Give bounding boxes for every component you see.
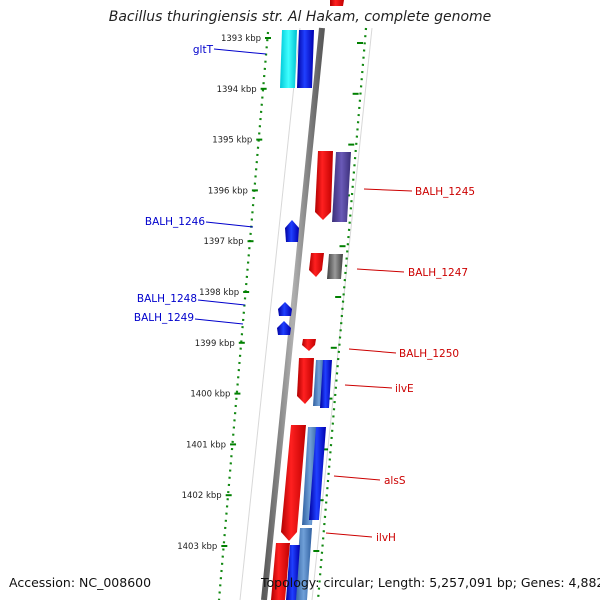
alss-leader [333, 475, 381, 481]
tick-label: 1402 kbp [182, 491, 222, 501]
genome-backbone [261, 27, 325, 600]
gene-alss-arrow [281, 425, 306, 541]
tick-label: 1394 kbp [217, 85, 257, 95]
tick-label: 1401 kbp [186, 440, 226, 450]
gene-alss-partner-steel [302, 427, 318, 525]
gene-balh-1248-arrow [278, 302, 292, 316]
gene-balh-1245-partner [332, 152, 351, 222]
gene-bottom-blue-fragment [286, 545, 300, 600]
gene-balh-1247-arrow [309, 253, 324, 277]
tick-label: 1400 kbp [190, 390, 230, 400]
ilve-leader [344, 384, 393, 389]
ilvh-leader [325, 532, 373, 538]
gene-balh-1247-partner [327, 254, 343, 279]
gltt-leader [213, 48, 267, 55]
tick-label: 1393 kbp [221, 34, 261, 44]
tick-label: 1395 kbp [212, 136, 252, 146]
balh-1245-leader [363, 188, 413, 192]
gene-balh-1245-arrow [315, 151, 333, 220]
genome-summary-label: Topology: circular; Length: 5,257,091 bp… [261, 575, 600, 590]
tick-label: 1399 kbp [195, 339, 235, 349]
map-title: Bacillus thuringiensis str. Al Hakam, co… [108, 9, 492, 25]
tick-label: 1397 kbp [203, 237, 243, 247]
gene-label-ilvh[interactable]: ilvH [376, 532, 396, 544]
gene-gltt-arrow [297, 30, 314, 88]
balh-1247-leader [356, 268, 405, 273]
gene-label-balh-1245[interactable]: BALH_1245 [415, 186, 475, 198]
gene-gltt-cyan-arrow [280, 30, 297, 88]
tick-rail-left [217, 31, 270, 600]
tick-label: 1396 kbp [208, 186, 248, 196]
gene-top-red-fragment [330, 0, 344, 6]
outer-lane-left [239, 27, 301, 600]
gene-balh-1250-arrow [302, 339, 316, 351]
gene-label-balh-1249[interactable]: BALH_1249 [134, 312, 194, 324]
scale-ticks: 1393 kbp 1394 kbp 1395 kbp 1396 kbp 1397 kbp… [177, 34, 363, 552]
gene-label-balh-1250[interactable]: BALH_1250 [399, 348, 459, 360]
gene-ilvh-arrow [271, 543, 290, 600]
gene-label-alss[interactable]: alsS [384, 475, 406, 487]
gene-labels: gltT BALH_1246 BALH_1248 BALH_1249 BALH_… [134, 44, 475, 544]
gene-balh-1249-arrow [277, 321, 291, 335]
gene-label-gltt[interactable]: gltT [193, 44, 214, 56]
tick-label: 1398 kbp [199, 288, 239, 298]
balh-1248-leader [197, 299, 246, 306]
balh-1249-leader [194, 318, 244, 325]
balh-1246-leader [205, 221, 254, 228]
gene-balh-1246-arrow [285, 220, 299, 242]
gene-label-balh-1247[interactable]: BALH_1247 [408, 267, 468, 279]
gene-ilve-partner-blue [320, 360, 332, 408]
gene-label-balh-1246[interactable]: BALH_1246 [145, 216, 205, 228]
gene-ilve-arrow [297, 358, 314, 404]
accession-label: Accession: NC_008600 [9, 575, 152, 590]
gene-alss-partner-blue [309, 427, 326, 520]
gene-label-balh-1248[interactable]: BALH_1248 [137, 293, 197, 305]
tick-label: 1403 kbp [177, 542, 217, 552]
outer-lane-right [311, 27, 373, 600]
gene-label-ilve[interactable]: ilvE [395, 383, 414, 395]
balh-1250-leader [348, 348, 397, 354]
